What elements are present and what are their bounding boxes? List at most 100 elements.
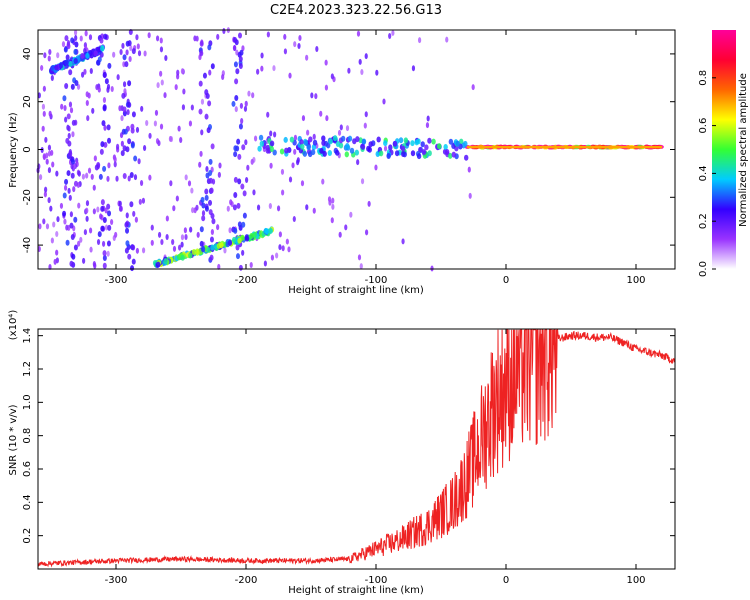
heatmap-cell bbox=[300, 180, 305, 187]
heatmap-cell bbox=[163, 92, 167, 99]
heatmap-cell bbox=[73, 216, 78, 223]
heatmap-cell bbox=[288, 176, 293, 183]
heatmap-cell bbox=[137, 50, 142, 57]
heatmap-cell bbox=[238, 55, 243, 62]
heatmap-cell bbox=[127, 80, 132, 87]
heatmap-cell bbox=[81, 173, 86, 180]
heatmap-cell bbox=[150, 239, 154, 246]
heatmap-cell bbox=[41, 103, 46, 110]
heatmap-cell bbox=[208, 199, 213, 206]
heatmap-cell bbox=[279, 148, 285, 155]
heatmap-cell bbox=[247, 90, 251, 97]
heatmap-cell bbox=[237, 237, 242, 244]
heatmap-cell bbox=[312, 207, 316, 214]
heatmap-cell bbox=[73, 244, 78, 251]
heatmap-cell bbox=[73, 48, 78, 55]
heatmap-cell bbox=[204, 205, 209, 212]
heatmap-cell bbox=[322, 150, 327, 157]
heatmap-cell bbox=[64, 83, 69, 90]
heatmap-cell bbox=[184, 174, 188, 181]
heatmap-cell bbox=[96, 206, 100, 213]
heatmap-cell bbox=[259, 140, 265, 147]
heatmap-cell bbox=[331, 203, 335, 210]
heatmap-cell bbox=[364, 53, 368, 60]
heatmap-cell bbox=[174, 84, 178, 91]
heatmap-cell bbox=[292, 216, 296, 223]
heatmap-x-ticks: -300 -200 -100 0 100 bbox=[105, 30, 646, 286]
heatmap-cell bbox=[195, 204, 199, 211]
heatmap-cell bbox=[120, 150, 125, 157]
heatmap-cell bbox=[182, 88, 186, 95]
heatmap-cell bbox=[448, 138, 454, 145]
heatmap-cell bbox=[354, 149, 360, 156]
heatmap-cell bbox=[237, 153, 242, 160]
heatmap-cell bbox=[132, 210, 136, 217]
x-tick-label: -200 bbox=[235, 575, 258, 586]
heatmap-cell bbox=[52, 221, 56, 228]
heatmap-cell bbox=[210, 143, 215, 150]
heatmap-cell bbox=[92, 184, 96, 191]
heatmap-cell bbox=[97, 86, 101, 93]
heatmap-cell bbox=[386, 152, 391, 159]
heatmap-cell bbox=[375, 151, 380, 158]
heatmap-cell bbox=[266, 31, 270, 38]
heatmap-cell bbox=[315, 45, 319, 52]
heatmap-cell bbox=[140, 105, 144, 112]
heatmap-cell bbox=[62, 192, 67, 199]
heatmap-cell bbox=[306, 144, 311, 151]
heatmap-cell bbox=[125, 146, 130, 153]
heatmap-cell bbox=[269, 140, 275, 147]
heatmap-cell bbox=[448, 152, 453, 159]
heatmap-cell bbox=[223, 247, 227, 254]
heatmap-cell bbox=[154, 109, 159, 116]
snr-y-ticks: 0.2 0.4 0.6 0.8 1.0 1.2 1.4 bbox=[22, 328, 675, 544]
heatmap-cell bbox=[145, 119, 149, 126]
heatmap-cell bbox=[48, 110, 52, 117]
heatmap-cell bbox=[125, 49, 129, 56]
heatmap-cell bbox=[37, 92, 41, 99]
heatmap-cell bbox=[86, 115, 90, 122]
heatmap-cell bbox=[68, 194, 72, 201]
heatmap-cell bbox=[421, 149, 427, 156]
heatmap-cell bbox=[233, 145, 238, 152]
heatmap-cell bbox=[416, 153, 422, 160]
heatmap-cell bbox=[40, 147, 44, 154]
heatmap-cell bbox=[252, 189, 256, 196]
heatmap-cell bbox=[270, 254, 275, 261]
heatmap-cell bbox=[467, 166, 471, 173]
heatmap-cell bbox=[95, 84, 99, 91]
heatmap-cell bbox=[344, 224, 348, 231]
heatmap-cell bbox=[55, 249, 59, 256]
heatmap-cell bbox=[233, 44, 237, 51]
heatmap-cell bbox=[299, 139, 304, 146]
heatmap-cell bbox=[241, 144, 246, 151]
heatmap-cell bbox=[188, 120, 193, 127]
heatmap-cell bbox=[171, 238, 175, 245]
heatmap-cell bbox=[233, 151, 238, 158]
snr-frame bbox=[37, 328, 676, 570]
heatmap-cell bbox=[107, 224, 112, 231]
heatmap-cell bbox=[325, 115, 329, 122]
heatmap-cell bbox=[468, 192, 472, 199]
heatmap-cell bbox=[200, 129, 204, 136]
heatmap-cell bbox=[74, 34, 78, 41]
heatmap-cell bbox=[265, 147, 270, 154]
heatmap-cell bbox=[205, 166, 209, 173]
heatmap-cell bbox=[73, 180, 78, 187]
heatmap-cell bbox=[301, 115, 306, 122]
heatmap-cell bbox=[68, 150, 73, 157]
heatmap-cell bbox=[180, 241, 184, 248]
heatmap-cell bbox=[191, 207, 195, 214]
heatmap-cell bbox=[339, 124, 343, 131]
heatmap-cell bbox=[93, 155, 97, 162]
heatmap-cell bbox=[256, 204, 261, 211]
heatmap-cell bbox=[133, 174, 138, 181]
heatmap-cell bbox=[68, 101, 73, 108]
heatmap-cell bbox=[285, 238, 289, 245]
heatmap-cell bbox=[96, 59, 101, 66]
heatmap-cell bbox=[77, 240, 81, 247]
heatmap-cell bbox=[69, 211, 73, 218]
heatmap-cell bbox=[102, 262, 107, 269]
heatmap-cell bbox=[97, 231, 102, 238]
